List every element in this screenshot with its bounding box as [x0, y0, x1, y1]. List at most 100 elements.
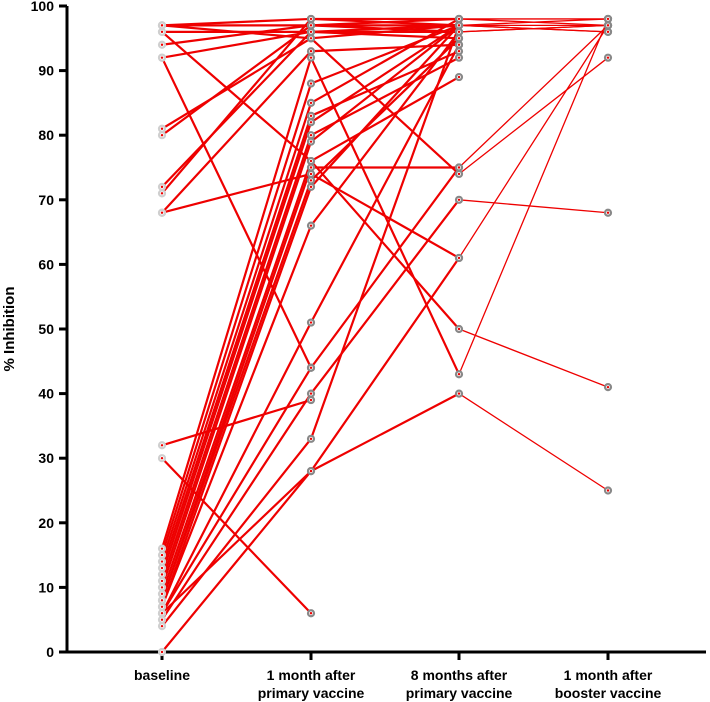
series-line-segment — [160, 470, 313, 654]
series-line-segment — [309, 256, 461, 473]
series-line-segment — [309, 24, 461, 188]
series-line-segment — [160, 50, 313, 214]
series-line-segment — [160, 470, 313, 615]
data-point-center — [309, 101, 313, 105]
y-tick-label: 0 — [46, 644, 54, 660]
series-line-segment — [458, 328, 609, 388]
data-point-center — [309, 185, 313, 189]
data-point-center — [606, 24, 610, 27]
x-tick-label: primary vaccine — [406, 685, 513, 701]
data-point-center — [160, 24, 164, 27]
data-point-center — [457, 50, 461, 53]
series-line-segment — [160, 56, 313, 550]
y-tick-label: 10 — [38, 579, 54, 595]
x-tick-label: 1 month after — [267, 667, 356, 683]
x-tick-label: 1 month after — [564, 667, 653, 683]
data-point-center — [160, 605, 164, 608]
data-point-center — [309, 140, 313, 143]
data-point-center — [160, 553, 164, 557]
x-tick-label: 8 months after — [411, 667, 508, 683]
data-point-center — [309, 179, 313, 182]
data-point-center — [160, 560, 164, 563]
data-point-center — [160, 56, 164, 59]
y-tick-label: 60 — [38, 256, 54, 272]
series-line-segment — [458, 199, 609, 214]
series-line-segment — [160, 24, 313, 40]
data-point-center — [606, 30, 610, 34]
y-tick-label: 90 — [38, 63, 54, 79]
y-tick-label: 20 — [38, 515, 54, 531]
series-line-segment — [160, 24, 313, 137]
data-point-center — [457, 37, 461, 40]
data-point-center — [160, 134, 164, 137]
series-line-segment — [309, 30, 461, 227]
series-line-segment — [160, 159, 313, 595]
y-axis-title: % Inhibition — [1, 287, 18, 372]
data-points — [157, 14, 613, 657]
y-tick-label: 30 — [38, 450, 54, 466]
series-line-segment — [160, 56, 313, 369]
data-point-center — [309, 134, 313, 137]
data-point-center — [160, 457, 164, 460]
data-point-center — [309, 469, 313, 473]
data-point-center — [160, 211, 164, 214]
data-point-center — [309, 30, 313, 34]
series-line-segment — [160, 366, 313, 615]
data-point-center — [309, 56, 313, 59]
data-point-center — [457, 198, 461, 201]
x-tick-label: baseline — [134, 667, 190, 683]
data-point-center — [160, 586, 164, 589]
data-point-center — [457, 166, 461, 169]
series-line-segment — [458, 24, 609, 169]
data-point-center — [309, 82, 313, 85]
series-line-segment — [458, 24, 609, 259]
series-line-segment — [160, 224, 313, 608]
data-point-center — [309, 392, 313, 395]
series-line-segment — [160, 82, 313, 557]
data-point-center — [457, 392, 461, 395]
y-tick-label: 70 — [38, 192, 54, 208]
series-line-segment — [458, 18, 609, 27]
data-point-center — [160, 573, 164, 576]
series-line-segment — [309, 166, 461, 369]
series-line-segment — [458, 24, 609, 33]
data-point-center — [309, 437, 313, 441]
data-point-center — [457, 17, 461, 21]
data-point-center — [160, 185, 164, 189]
data-point-center — [457, 56, 461, 59]
series-line-segment — [458, 392, 609, 492]
data-point-center — [309, 321, 313, 324]
data-point-center — [160, 566, 164, 570]
data-point-center — [309, 50, 313, 53]
data-point-center — [606, 489, 610, 492]
series-line-segment — [160, 101, 313, 563]
data-point-center — [309, 612, 313, 615]
series-line-segment — [458, 18, 609, 375]
x-tick-labels: baseline 1 month after primary vaccine 8 mo… — [134, 652, 662, 701]
data-point-center — [160, 127, 164, 130]
series-line-segment — [160, 30, 313, 188]
series-lines — [160, 17, 609, 654]
data-point-center — [160, 612, 164, 615]
series-line-segment — [309, 24, 461, 85]
data-point-center — [160, 30, 164, 34]
data-point-center — [160, 43, 164, 46]
series-line-segment — [309, 17, 461, 105]
data-point-center — [457, 43, 461, 46]
series-line-segment — [160, 17, 313, 195]
data-point-center — [160, 547, 164, 550]
data-point-center — [160, 599, 164, 602]
series-line-segment — [309, 198, 461, 395]
y-tick-label: 80 — [38, 127, 54, 143]
y-tick-label: 100 — [31, 0, 55, 14]
data-point-center — [309, 121, 313, 124]
series-line-segment — [160, 179, 313, 602]
data-point-center — [457, 373, 461, 376]
data-point-center — [606, 385, 610, 389]
y-tick-label: 40 — [38, 386, 54, 402]
data-point-center — [457, 327, 461, 331]
series-line-segment — [309, 24, 461, 440]
series-line-segment — [160, 121, 313, 576]
data-point-center — [160, 444, 164, 447]
